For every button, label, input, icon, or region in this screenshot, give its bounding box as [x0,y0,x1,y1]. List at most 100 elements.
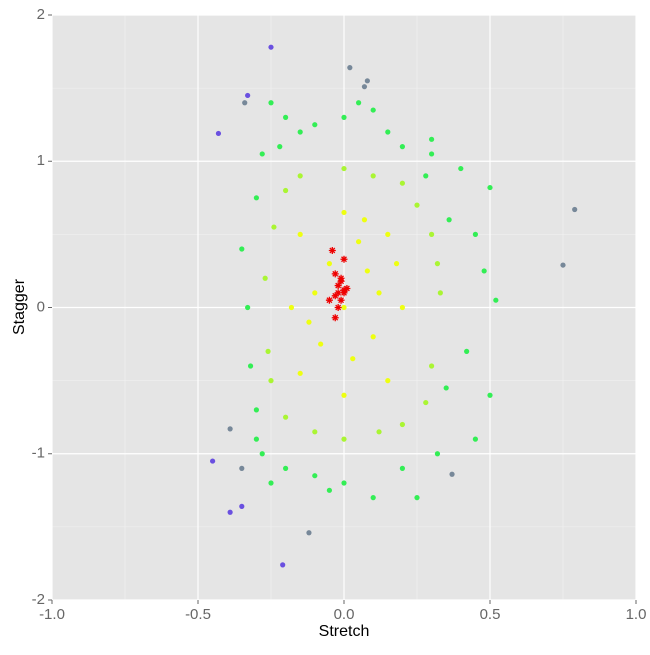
point [341,304,347,311]
x-tick-label: -0.5 [185,606,211,623]
point [306,319,312,325]
point [283,187,289,194]
point [464,348,470,354]
point [306,530,312,536]
point [245,92,251,99]
point [370,334,376,340]
point [245,304,251,311]
point [247,363,254,369]
point [312,122,318,128]
points [210,44,578,568]
point [423,399,429,406]
star-point [325,296,333,304]
point [399,304,405,311]
star-point [334,289,342,297]
point [297,370,303,376]
point [283,414,289,420]
point [277,144,283,150]
point [429,231,435,237]
point [572,206,578,213]
point [361,84,368,90]
point [487,392,493,398]
star-point [337,296,345,304]
star-point [337,277,345,285]
point [253,407,259,413]
point [268,100,274,106]
x-tick-label: 0.5 [480,606,501,623]
point [268,480,274,486]
y-tick-label: 1 [37,152,45,169]
point [458,165,464,172]
point [399,465,405,471]
point [364,268,370,274]
star-point [328,246,336,254]
point [265,348,271,354]
point [429,151,435,157]
point [312,290,318,296]
point [253,195,259,201]
point [326,487,332,493]
point [312,429,318,435]
point [399,144,405,150]
point [370,107,376,113]
point [227,509,233,515]
point [347,65,353,71]
y-tick-label: -2 [32,591,45,608]
point [312,473,318,479]
point [449,471,455,477]
point [385,129,391,135]
point [437,290,443,296]
point [493,297,499,303]
point [318,341,324,347]
point [481,268,487,274]
point [259,451,265,457]
point [370,173,376,179]
point [414,495,420,501]
y-tick-label: 2 [37,6,45,23]
star-point [340,289,348,297]
point [227,426,233,432]
point [472,436,478,442]
point [259,151,265,157]
point [341,209,347,216]
point [399,421,405,428]
x-tick-label: 1.0 [626,606,647,623]
point [423,173,429,179]
point [376,290,382,296]
point [434,451,441,457]
point [242,100,248,106]
point [356,239,362,245]
point [280,562,286,568]
point [446,217,452,223]
point [341,392,347,398]
point [341,436,347,442]
point [297,129,303,135]
point [560,262,566,268]
point [429,363,435,369]
point [239,503,245,509]
point [271,224,277,230]
point [350,356,356,362]
point [356,100,362,106]
point [239,465,245,471]
star-point [340,255,348,263]
point [393,261,400,267]
point [434,261,441,267]
point [268,378,274,384]
point [297,173,303,179]
star-point [334,304,342,311]
point [487,184,493,191]
point [253,436,259,442]
point [262,275,268,281]
point [472,231,478,237]
star-point [334,282,342,290]
point [210,458,216,464]
point [239,246,245,252]
point [341,165,347,172]
point [385,231,391,237]
y-tick-label: 0 [37,298,45,315]
point [288,304,295,311]
point [443,385,449,391]
point [429,136,435,142]
